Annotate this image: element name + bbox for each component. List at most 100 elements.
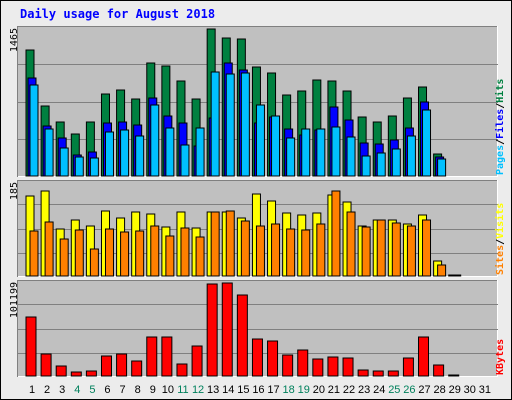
x-tick-day-20: 20 (313, 384, 325, 396)
x-tick-day-4: 4 (74, 384, 80, 396)
bar-pages-day-8 (135, 135, 145, 177)
bar-kbytes-day-26 (402, 357, 414, 377)
x-tick-day-14: 14 (222, 384, 234, 396)
bar-pages-day-18 (286, 137, 296, 177)
bar-pages-day-27 (422, 109, 432, 177)
bar-sites-day-4 (74, 229, 84, 277)
bar-pages-day-3 (59, 147, 69, 177)
bar-sites-day-14 (225, 210, 235, 277)
legend-item: / (495, 139, 506, 145)
x-tick-day-9: 9 (150, 384, 156, 396)
bar-sites-day-24 (376, 219, 386, 277)
bar-sites-day-17 (271, 223, 281, 277)
bar-sites-day-6 (104, 228, 114, 277)
x-tick-day-28: 28 (433, 384, 445, 396)
x-tick-day-15: 15 (237, 384, 249, 396)
x-tick-day-24: 24 (373, 384, 385, 396)
bar-kbytes-day-29 (448, 374, 460, 377)
legend-item: Hits (494, 79, 506, 103)
bar-pages-day-25 (391, 148, 401, 177)
x-tick-day-10: 10 (162, 384, 174, 396)
bar-kbytes-day-3 (55, 365, 67, 377)
bar-pages-day-12 (195, 127, 205, 177)
bar-kbytes-day-2 (40, 353, 52, 377)
x-tick-day-25: 25 (388, 384, 400, 396)
panel-visits-sites: 185 Sites/Visits (9, 180, 506, 277)
bar-kbytes-day-25 (387, 370, 399, 377)
bar-kbytes-day-11 (176, 363, 188, 377)
bar-kbytes-day-28 (433, 364, 445, 377)
bar-pages-day-2 (44, 128, 54, 177)
x-tick-day-21: 21 (328, 384, 340, 396)
panel-kbytes: 101199 KBytes (9, 280, 506, 377)
legend-item: Visits (494, 203, 506, 239)
x-tick-day-6: 6 (104, 384, 110, 396)
bar-kbytes-day-1 (25, 316, 37, 377)
bar-pages-day-16 (255, 104, 265, 177)
legend-item: Files (494, 109, 506, 139)
x-tick-day-1: 1 (29, 384, 35, 396)
bar-kbytes-day-21 (327, 356, 339, 377)
legend-item: / (495, 239, 506, 245)
bar-kbytes-day-18 (282, 354, 294, 377)
bar-sites-day-27 (422, 219, 432, 277)
bar-pages-day-11 (180, 144, 190, 177)
bar-sites-day-12 (195, 236, 205, 277)
bar-kbytes-day-22 (342, 357, 354, 377)
bar-kbytes-day-16 (251, 338, 263, 377)
legend-kbytes: KBytes (495, 339, 506, 375)
bar-sites-day-2 (44, 221, 54, 277)
bar-pages-day-6 (104, 131, 114, 177)
chart-panels: 1465Pages/Files/Hits185Sites/Visits10119… (9, 26, 506, 377)
bar-sites-day-9 (150, 225, 160, 277)
legend-visits-sites: Sites/Visits (494, 203, 506, 275)
x-tick-day-3: 3 (59, 384, 65, 396)
bar-pages-day-24 (376, 152, 386, 177)
bar-kbytes-day-10 (161, 336, 173, 377)
bar-kbytes-day-13 (206, 283, 218, 377)
bar-pages-day-4 (74, 156, 84, 177)
bar-kbytes-day-8 (131, 360, 143, 377)
bar-sites-day-7 (120, 231, 130, 277)
x-tick-day-17: 17 (267, 384, 279, 396)
bar-sites-day-21 (331, 190, 341, 277)
x-tick-day-16: 16 (252, 384, 264, 396)
bar-pages-day-10 (165, 127, 175, 177)
x-tick-day-23: 23 (358, 384, 370, 396)
bar-pages-day-20 (316, 128, 326, 177)
bar-pages-day-17 (271, 115, 281, 177)
bar-sites-day-5 (89, 248, 99, 277)
bar-kbytes-day-24 (372, 370, 384, 377)
bar-sites-day-1 (29, 230, 39, 277)
bar-pages-day-9 (150, 104, 160, 177)
x-tick-day-8: 8 (135, 384, 141, 396)
x-tick-day-29: 29 (449, 384, 461, 396)
x-tick-day-2: 2 (44, 384, 50, 396)
bar-sites-day-22 (346, 211, 356, 277)
bar-pages-day-14 (225, 73, 235, 177)
legend-item: Sites (494, 245, 506, 275)
bar-sites-day-23 (361, 226, 371, 277)
x-tick-day-11: 11 (177, 384, 188, 396)
bar-kbytes-day-27 (418, 336, 430, 377)
bar-pages-day-7 (120, 129, 130, 177)
x-tick-day-22: 22 (343, 384, 355, 396)
bar-pages-day-1 (29, 84, 39, 177)
bar-kbytes-day-7 (116, 353, 128, 377)
bar-sites-day-8 (135, 230, 145, 277)
bar-sites-day-20 (316, 223, 326, 277)
bar-sites-day-25 (391, 222, 401, 277)
bar-kbytes-day-17 (267, 340, 279, 377)
x-tick-day-31: 31 (479, 384, 491, 396)
bar-pages-day-26 (406, 135, 416, 177)
x-tick-day-13: 13 (207, 384, 219, 396)
bar-pages-day-15 (240, 72, 250, 177)
bar-sites-day-18 (286, 228, 296, 277)
y-axis-max-label: 1465 (9, 28, 20, 52)
bar-kbytes-day-6 (100, 355, 112, 377)
bar-sites-day-26 (406, 225, 416, 277)
bar-kbytes-day-20 (312, 358, 324, 377)
y-axis-max-label: 185 (9, 182, 20, 200)
